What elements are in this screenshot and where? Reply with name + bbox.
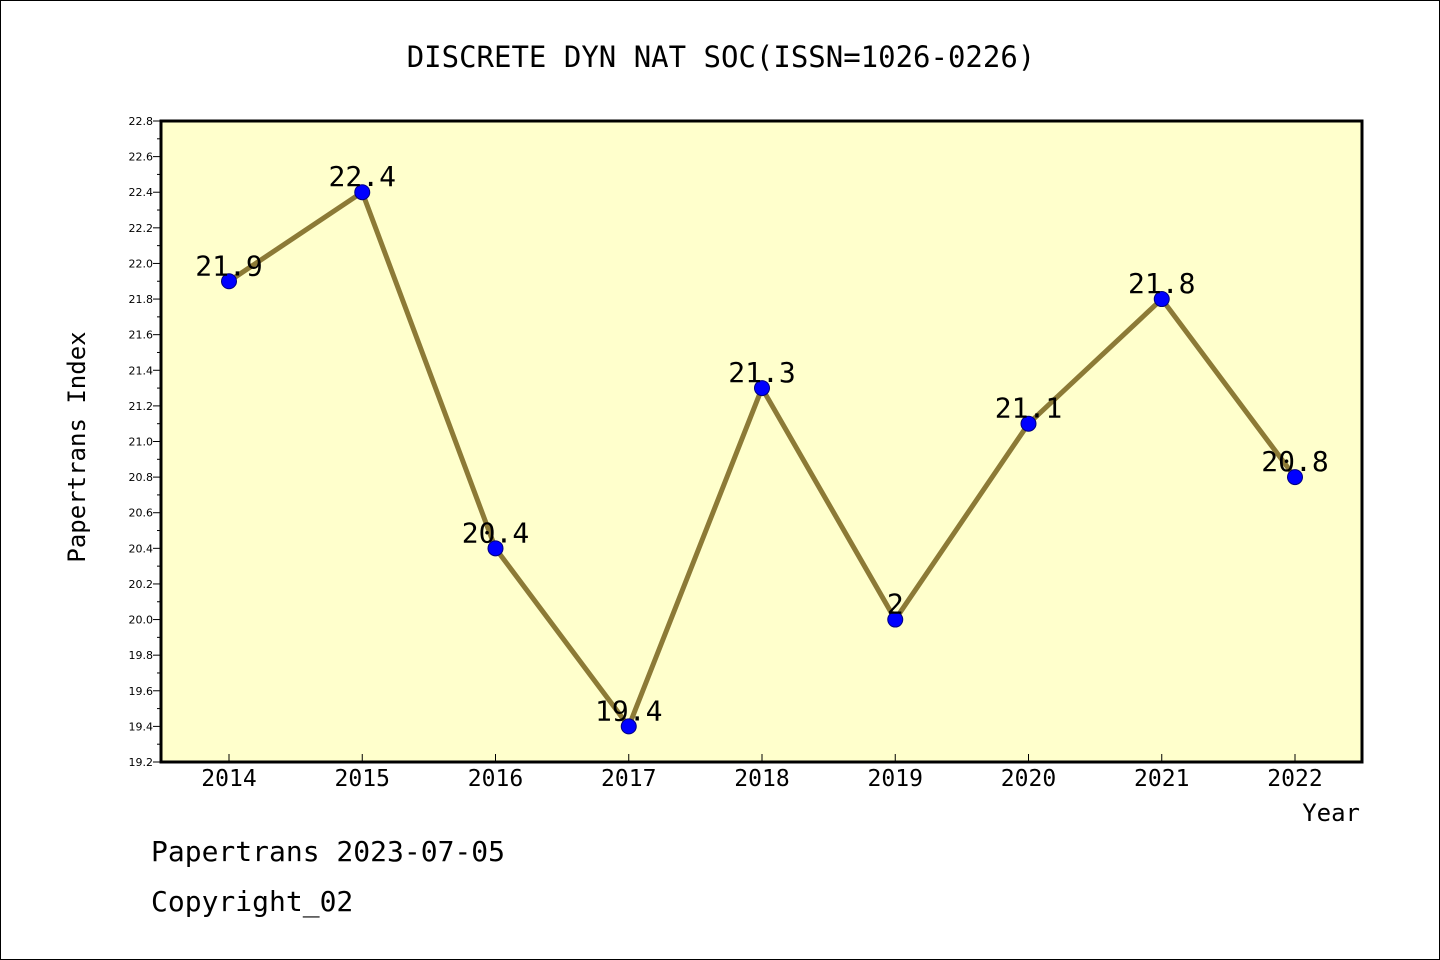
x-tick-label: 2016 [468, 766, 523, 792]
data-label: 21.3 [728, 356, 795, 389]
y-tick-label: 21.4 [129, 364, 154, 377]
data-label: 2 [887, 588, 904, 621]
data-point [1153, 291, 1170, 308]
data-label: 20.8 [1261, 445, 1328, 478]
y-tick-label: 20.8 [129, 471, 154, 484]
y-tick-label: 20.6 [129, 507, 154, 520]
x-tick-label: 2018 [734, 766, 789, 792]
y-tick-label: 20.4 [129, 542, 154, 555]
data-label: 21.8 [1128, 267, 1195, 300]
y-tick-label: 22.4 [129, 186, 154, 199]
footer-copyright-text: Copyright_02 [151, 885, 354, 918]
series-layer: 21.9 22.4 20.4 19.4 21.3 2 21.1 21.8 20.8 [195, 160, 1329, 735]
x-axis-label: Year [1302, 799, 1360, 827]
data-point [1287, 469, 1303, 486]
x-tick-label: 2022 [1267, 766, 1322, 792]
x-tick-label: 2014 [201, 766, 256, 792]
plot-area [159, 119, 1364, 764]
y-tick-label: 20.2 [129, 578, 154, 591]
y-tick-label: 21.6 [129, 329, 154, 342]
data-label: 21.1 [995, 392, 1062, 425]
data-point [354, 184, 371, 201]
y-tick-label: 19.2 [129, 756, 154, 769]
data-label: 19.4 [595, 694, 662, 727]
data-point [754, 380, 770, 397]
chart-title: DISCRETE DYN NAT SOC(ISSN=1026-0226) [407, 40, 1036, 74]
y-tick-label: 21.2 [129, 400, 154, 413]
data-point [487, 540, 504, 557]
y-tick-label: 22.6 [129, 151, 154, 164]
x-tick-label: 2019 [868, 766, 923, 792]
footer-date-text: Papertrans 2023-07-05 [151, 835, 506, 868]
y-axis: 19.2 19.4 19.6 19.8 20.0 20.2 20.4 20.6 20.8 21.0… [129, 115, 161, 769]
x-axis: 2014 2015 2016 2017 2018 2019 2020 2021 2022 [201, 754, 1323, 792]
y-axis-label: Papertrans Index [63, 331, 91, 562]
x-tick-label: 2021 [1134, 766, 1189, 792]
data-point [620, 718, 637, 735]
y-tick-label: 19.4 [129, 720, 154, 733]
y-tick-label: 22.8 [129, 115, 154, 128]
x-tick-label: 2020 [1001, 766, 1056, 792]
data-label: 20.4 [462, 516, 529, 549]
x-tick-label: 2017 [601, 766, 656, 792]
x-tick-label: 2015 [335, 766, 390, 792]
y-tick-label: 21.0 [129, 436, 154, 449]
y-tick-label: 19.8 [129, 649, 154, 662]
data-point [1020, 415, 1037, 432]
y-tick-label: 19.6 [129, 685, 154, 698]
y-tick-label: 22.2 [129, 222, 154, 235]
data-label: 21.9 [195, 249, 262, 282]
data-label: 22.4 [329, 160, 396, 193]
data-point [887, 611, 904, 628]
y-tick-label: 20.0 [129, 614, 154, 627]
y-tick-label: 22.0 [129, 257, 154, 270]
data-point [221, 273, 237, 290]
y-tick-label: 21.8 [129, 293, 154, 306]
